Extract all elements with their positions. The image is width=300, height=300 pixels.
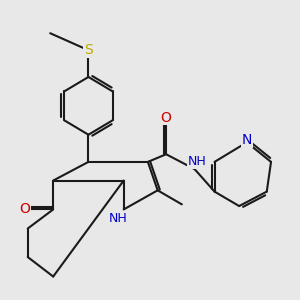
Text: O: O xyxy=(19,202,30,216)
Text: O: O xyxy=(161,111,172,125)
Text: NH: NH xyxy=(187,155,206,168)
Text: S: S xyxy=(84,43,93,57)
Text: NH: NH xyxy=(109,212,128,225)
Text: N: N xyxy=(242,133,252,147)
